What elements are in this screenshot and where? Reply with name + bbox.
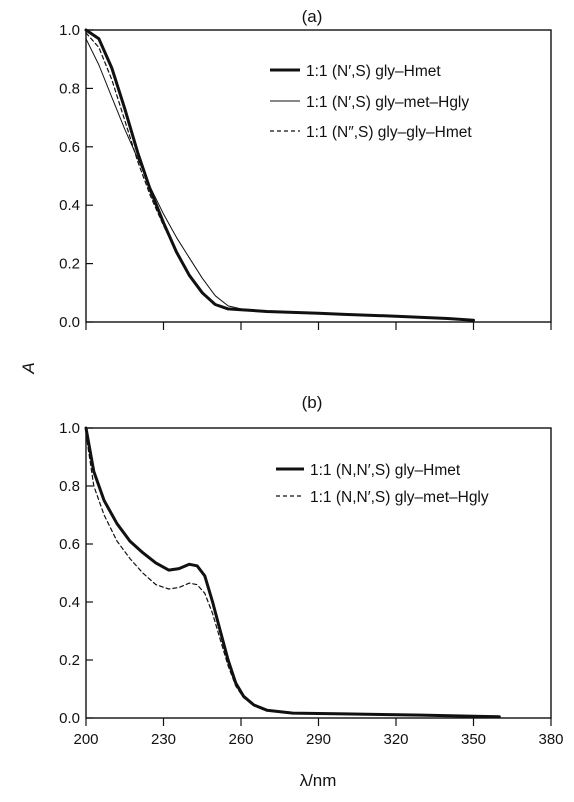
x-tick-label: 320 xyxy=(383,731,408,748)
y-tick-label: 0.8 xyxy=(59,478,80,495)
x-axis-title: λ/nm xyxy=(300,771,337,790)
y-tick-label: 1.0 xyxy=(59,420,80,437)
series-line-2 xyxy=(85,38,474,321)
y-tick-label: 0.6 xyxy=(59,139,80,156)
y-tick-label: 0.2 xyxy=(59,652,80,669)
y-tick-label: 0.8 xyxy=(59,80,80,97)
y-tick-label: 1.0 xyxy=(59,22,80,39)
legend-label-nns-gly-hmet: 1:1 (N,N′,S) gly–Hmet xyxy=(310,462,461,479)
panel-b: (b) 0.0 0.2 0.4 0.6 0.8 1.0 200 230 260 290 320 35… xyxy=(59,393,563,748)
panel-a: (a) 0.0 0.2 0.4 0.6 0.8 1.0 1:1 (N′,S) gly–Hm… xyxy=(59,7,552,331)
x-axis-b: 200 230 260 290 320 350 380 xyxy=(73,718,564,748)
legend-label-gly-gly-hmet: 1:1 (N″,S) gly–gly–Hmet xyxy=(306,124,472,141)
x-axis-a xyxy=(85,322,552,330)
y-tick-label: 0.4 xyxy=(59,594,80,611)
x-tick-label: 290 xyxy=(306,731,331,748)
series-line-3 xyxy=(85,32,475,321)
legend-label-gly-hmet: 1:1 (N′,S) gly–Hmet xyxy=(306,63,441,80)
panel-label-b: (b) xyxy=(302,393,323,412)
series-line-2 xyxy=(85,433,500,718)
legend-b: 1:1 (N,N′,S) gly–Hmet 1:1 (N,N′,S) gly–m… xyxy=(276,462,489,506)
y-tick-label: 0.6 xyxy=(59,536,80,553)
y-tick-label: 0.0 xyxy=(59,314,80,331)
x-tick-label: 350 xyxy=(461,731,486,748)
y-axis-a: 0.0 0.2 0.4 0.6 0.8 1.0 xyxy=(59,22,93,331)
y-tick-label: 0.2 xyxy=(59,256,80,273)
panel-label-a: (a) xyxy=(302,7,323,26)
x-tick-label: 230 xyxy=(151,731,176,748)
series-lines-b xyxy=(84,426,501,719)
y-axis-title: A xyxy=(19,362,38,374)
legend-label-gly-met-hgly: 1:1 (N′,S) gly–met–Hgly xyxy=(306,94,469,111)
series-lines-a xyxy=(84,28,475,322)
x-tick-label: 380 xyxy=(538,731,563,748)
y-tick-label: 0.4 xyxy=(59,197,80,214)
legend-label-nns-gly-met-hgly: 1:1 (N,N′,S) gly–met–Hgly xyxy=(310,489,489,506)
legend-a: 1:1 (N′,S) gly–Hmet 1:1 (N′,S) gly–met–H… xyxy=(270,63,472,141)
x-tick-label: 260 xyxy=(228,731,253,748)
y-tick-label: 0.0 xyxy=(59,710,80,727)
y-axis-b: 0.0 0.2 0.4 0.6 0.8 1.0 xyxy=(59,420,93,727)
x-tick-label: 200 xyxy=(73,731,98,748)
